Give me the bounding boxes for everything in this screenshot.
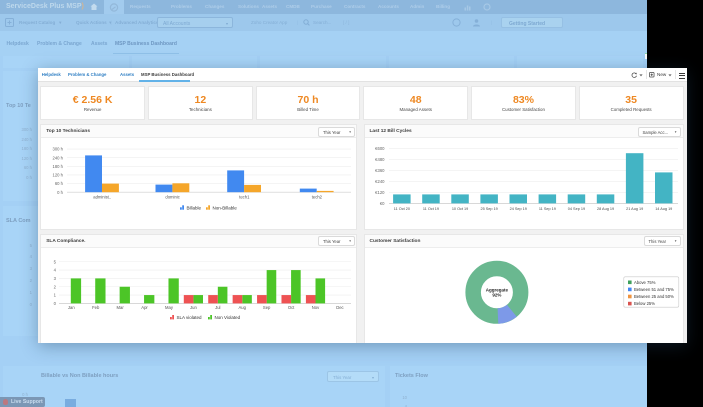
svg-text:Non-Billable: Non-Billable [213,206,238,211]
svg-text:€0: €0 [379,201,384,206]
svg-text:Sep: Sep [263,305,271,310]
svg-text:10 Oct 19: 10 Oct 19 [451,207,467,211]
svg-text:60 h: 60 h [55,181,64,186]
svg-text:Feb: Feb [92,305,100,310]
svg-text:11 Oct 19: 11 Oct 19 [422,207,438,211]
svg-text:Oct: Oct [288,305,295,310]
svg-text:0 h: 0 h [57,190,63,195]
svg-text:Non Violated: Non Violated [215,315,241,320]
svg-text:Between 25 and 50%: Between 25 and 50% [634,294,674,299]
svg-text:€240: €240 [375,179,385,184]
svg-text:11 Oct 20: 11 Oct 20 [393,207,409,211]
svg-text:dominic: dominic [166,195,180,200]
svg-text:28 Aug 19: 28 Aug 19 [596,207,613,211]
svg-text:Apr: Apr [141,305,148,310]
svg-text:Below 25%: Below 25% [634,301,655,306]
svg-text:Billable: Billable [187,206,202,211]
svg-text:tech2: tech2 [312,195,323,200]
svg-text:240 h: 240 h [53,156,64,161]
svg-text:Aug: Aug [239,305,247,310]
svg-text:0: 0 [54,301,57,306]
svg-text:Nov: Nov [312,305,320,310]
svg-text:SLA violated: SLA violated [177,315,203,320]
svg-text:€600: €600 [375,146,385,151]
svg-text:Jul: Jul [215,305,220,310]
svg-text:14 Aug 19: 14 Aug 19 [655,207,672,211]
svg-text:Between 51 and 75%: Between 51 and 75% [634,287,674,292]
svg-text:120 h: 120 h [53,173,64,178]
svg-text:3: 3 [54,276,57,281]
svg-text:€360: €360 [375,168,385,173]
svg-text:1: 1 [54,293,57,298]
svg-text:May: May [165,305,174,310]
svg-text:24 Sep 19: 24 Sep 19 [509,207,526,211]
svg-text:4: 4 [54,268,57,273]
svg-text:21 Aug 19: 21 Aug 19 [626,207,643,211]
svg-text:2: 2 [54,284,57,289]
svg-text:92%: 92% [492,293,501,298]
svg-text:5: 5 [54,259,57,264]
svg-text:180 h: 180 h [53,164,64,169]
svg-text:Above 75%: Above 75% [634,280,656,285]
svg-text:€120: €120 [375,190,385,195]
svg-text:Mar: Mar [117,305,125,310]
svg-text:11 Sep 19: 11 Sep 19 [538,207,555,211]
svg-text:tech1: tech1 [239,195,250,200]
svg-text:administ..: administ.. [93,195,111,200]
svg-text:300 h: 300 h [53,147,64,152]
svg-text:€480: €480 [375,157,385,162]
svg-text:Jun: Jun [190,305,197,310]
svg-text:Jan: Jan [68,305,75,310]
svg-text:Aggregate: Aggregate [485,287,508,292]
svg-text:Dec: Dec [336,305,343,310]
svg-text:04 Sep 19: 04 Sep 19 [567,207,584,211]
svg-text:25 Sep 19: 25 Sep 19 [480,207,497,211]
